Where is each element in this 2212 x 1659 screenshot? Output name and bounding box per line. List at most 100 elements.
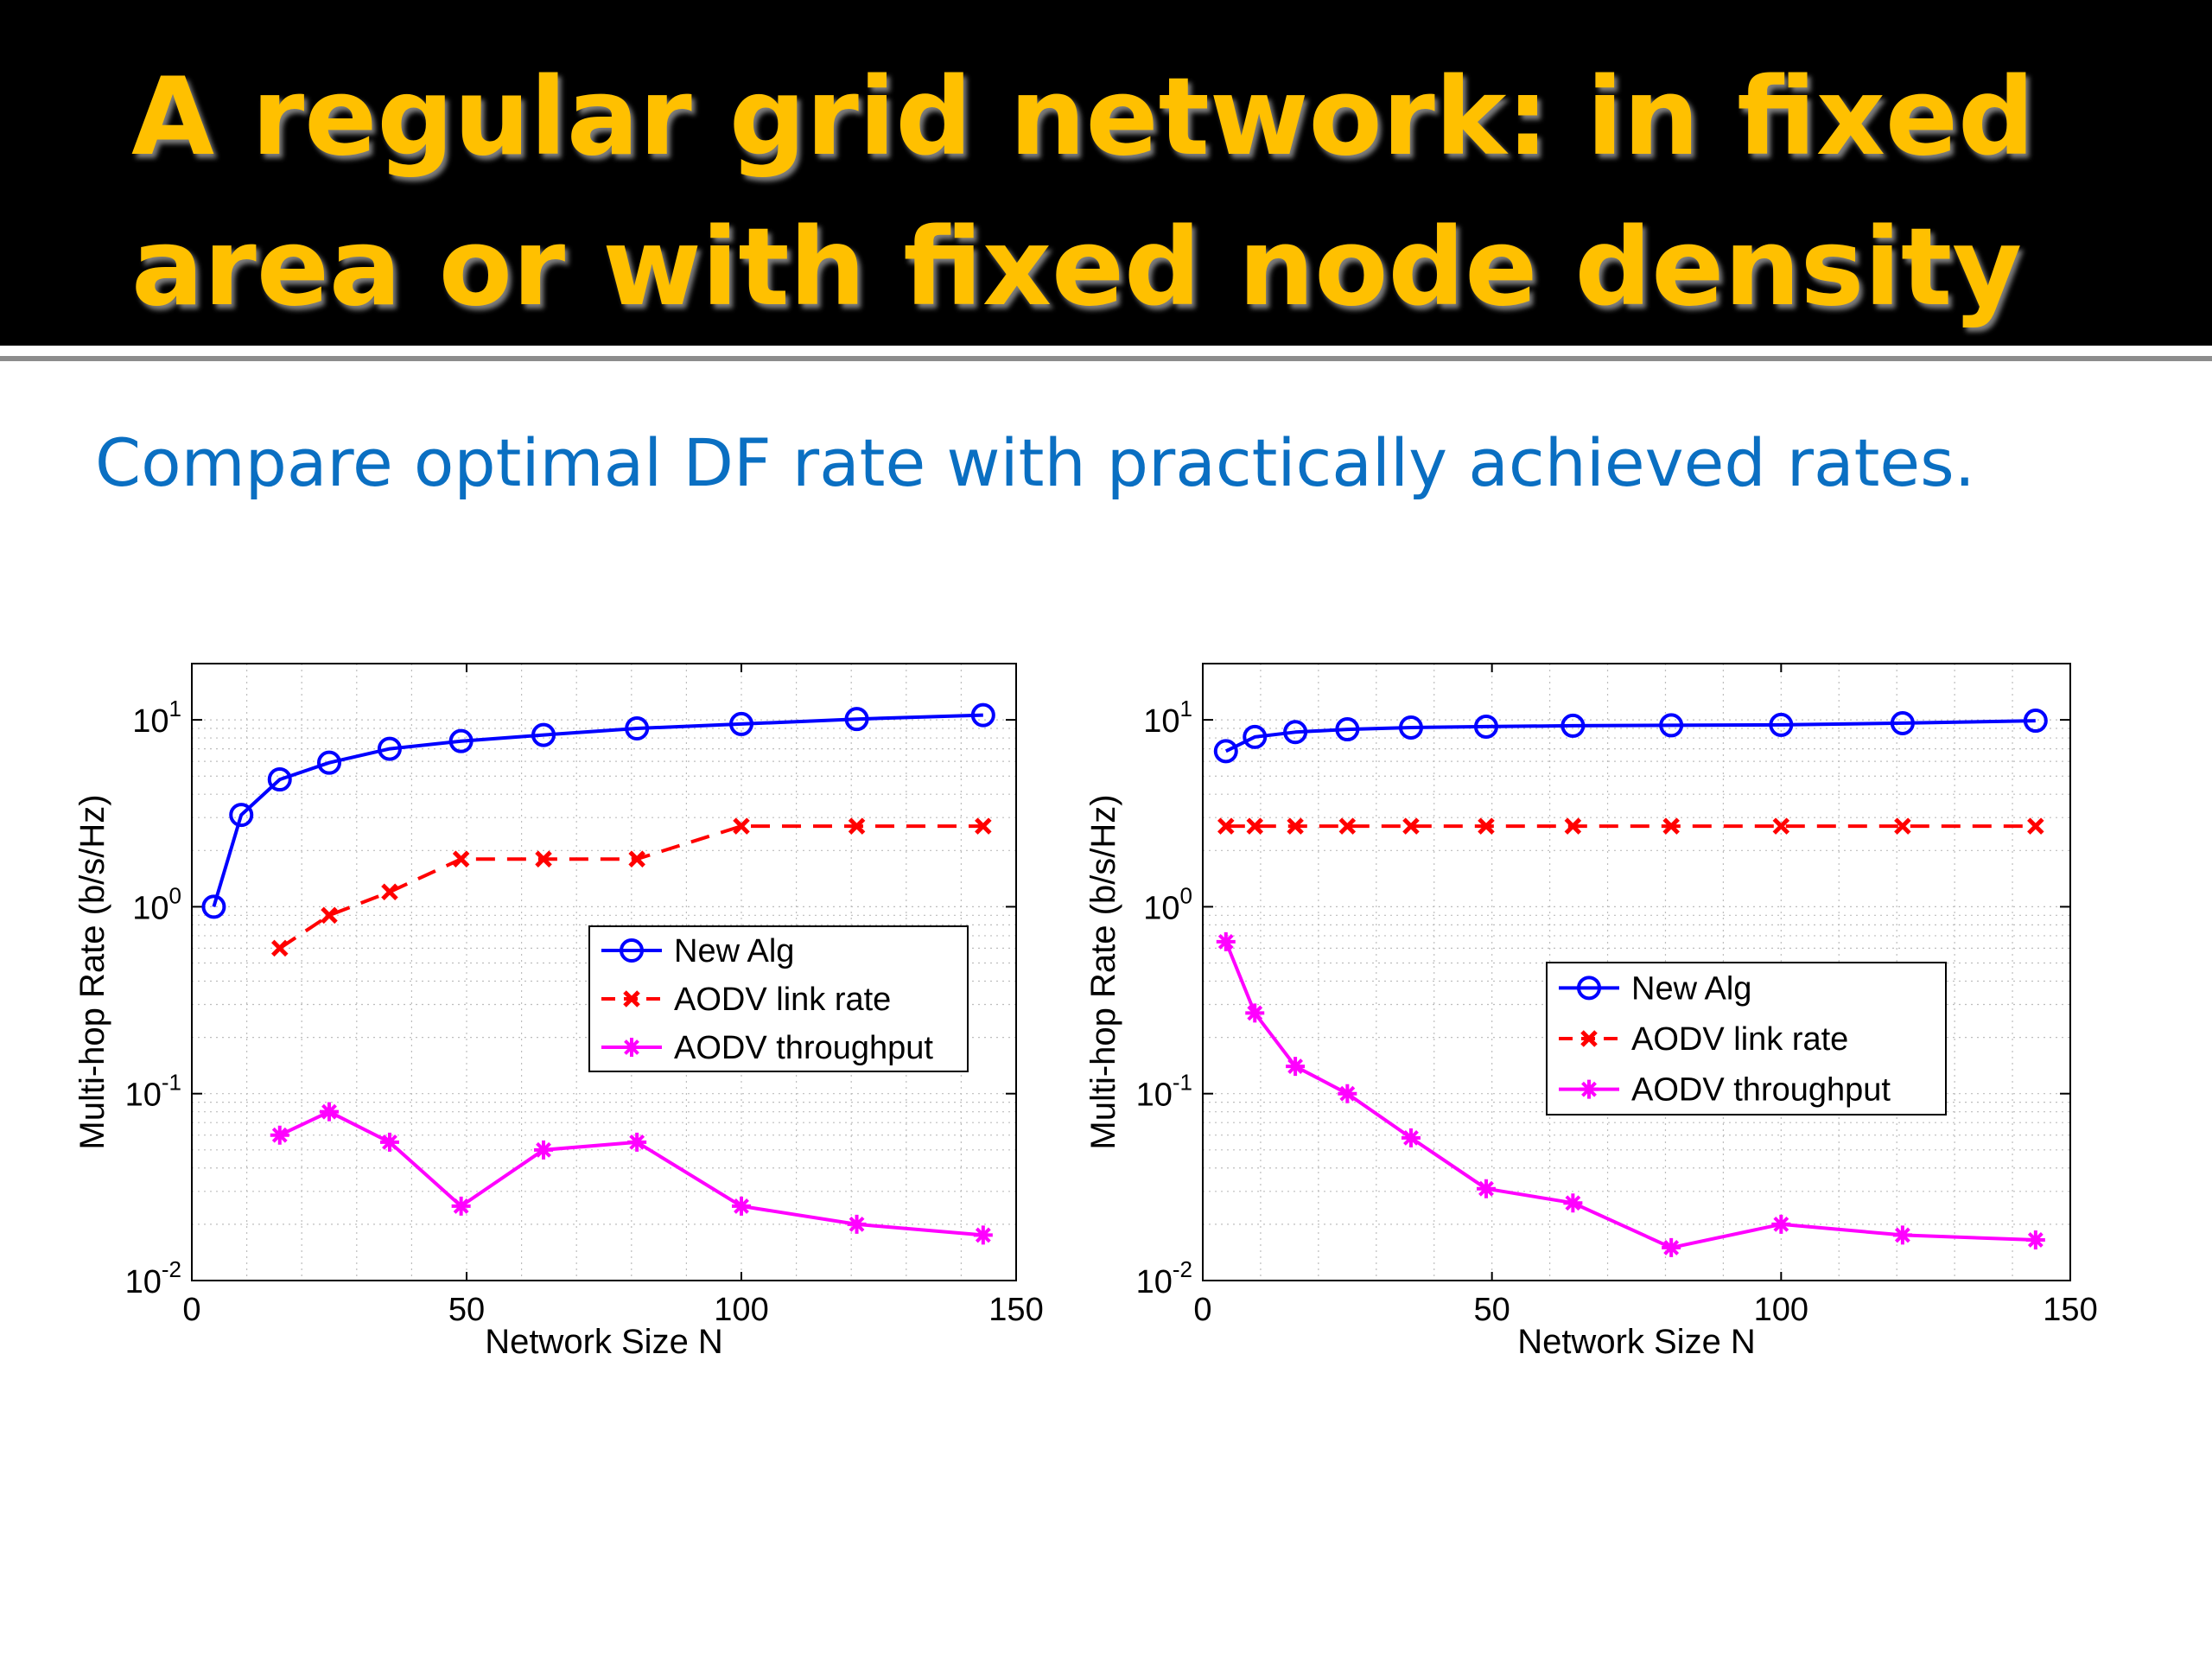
data-point <box>628 850 645 868</box>
data-point <box>1473 714 1498 739</box>
data-point <box>1769 712 1794 737</box>
data-point <box>1894 817 1911 835</box>
data-point <box>452 850 470 868</box>
title-bar: A regular grid network: in fixed area or… <box>0 0 2212 346</box>
data-point <box>1402 817 1420 835</box>
data-point <box>1216 931 1236 951</box>
data-point <box>2025 1230 2045 1249</box>
legend-label: AODV link rate <box>674 982 891 1018</box>
y-axis-label: Multi-hop Rate (b/s/Hz) <box>1084 794 1122 1149</box>
data-point <box>229 803 254 828</box>
data-point <box>451 1196 471 1216</box>
x-tick-label: 0 <box>1193 1292 1211 1328</box>
slide-title-line-1: A regular grid network: in fixed <box>131 55 2035 180</box>
series-aodv-link-rate <box>270 817 992 957</box>
title-divider-gray <box>0 356 2212 361</box>
data-point <box>2027 817 2044 835</box>
x-axis-label: Network Size N <box>485 1323 723 1361</box>
x-tick-label: 0 <box>182 1292 200 1328</box>
data-point <box>729 711 753 736</box>
series-new-alg <box>201 702 995 919</box>
data-point <box>1398 715 1423 740</box>
data-point <box>1659 713 1684 738</box>
data-point <box>448 728 474 753</box>
series-aodv-link-rate <box>1217 817 2044 835</box>
axes-frame <box>191 663 1017 1281</box>
data-point <box>1338 1084 1357 1103</box>
data-point <box>2023 709 2048 734</box>
series-line <box>212 713 983 907</box>
legend-swatch-marker <box>622 1038 641 1057</box>
data-point <box>1217 817 1235 835</box>
data-point <box>627 1132 647 1152</box>
legend-label: AODV throughput <box>674 1030 933 1066</box>
data-point <box>1890 710 1915 735</box>
data-point <box>733 817 750 835</box>
data-point <box>975 817 992 835</box>
series-new-alg <box>1213 709 2048 764</box>
legend: New Alg AODV link rate AODV throughput <box>1546 962 1947 1116</box>
data-point <box>848 817 866 835</box>
data-point <box>973 1225 993 1245</box>
data-point <box>1246 817 1264 835</box>
data-point <box>201 894 226 919</box>
axes-frame <box>1202 663 2071 1281</box>
data-point <box>1476 1179 1496 1198</box>
x-tick-label: 50 <box>448 1292 485 1328</box>
legend-label: AODV link rate <box>1631 1021 1848 1058</box>
data-point <box>1662 1237 1681 1257</box>
y-tick-label: 10-1 <box>1136 1070 1192 1114</box>
x-tick-label: 100 <box>1754 1292 1808 1328</box>
data-point <box>1478 817 1495 835</box>
series-aodv-throughput <box>1216 931 2045 1257</box>
legend-label: New Alg <box>1631 970 1751 1007</box>
chart-left: 0 50 100 150 10-2 10-1 100 101 Network Size N Mul… <box>73 663 1044 1361</box>
data-point <box>535 850 552 868</box>
x-tick-label: 150 <box>988 1292 1043 1328</box>
data-point <box>1338 817 1357 835</box>
data-point <box>1560 713 1586 738</box>
series-aodv-throughput <box>270 1102 993 1245</box>
y-tick-label: 100 <box>1143 882 1192 926</box>
data-point <box>377 736 402 761</box>
data-point <box>1213 739 1238 764</box>
data-point <box>1772 817 1790 835</box>
data-point <box>625 716 650 741</box>
legend-label: AODV throughput <box>1631 1072 1891 1109</box>
data-point <box>1245 1003 1265 1023</box>
data-point <box>1662 817 1680 835</box>
series-line <box>1224 719 2036 753</box>
legend-swatch-marker <box>1580 1079 1599 1099</box>
y-tick-label: 10-1 <box>125 1070 181 1114</box>
data-point <box>321 906 338 925</box>
y-tick-label: 10-2 <box>1136 1256 1192 1300</box>
y-tick-label: 101 <box>1143 696 1192 740</box>
data-point <box>1335 717 1360 742</box>
data-point <box>317 750 341 775</box>
y-tick-label: 100 <box>132 882 181 926</box>
legend-label: New Alg <box>674 933 794 969</box>
slide-title-line-2: area or with fixed node density <box>131 206 2023 330</box>
data-point <box>732 1196 751 1216</box>
title-divider-white <box>0 346 2212 354</box>
legend-swatch-marker <box>620 938 644 963</box>
x-tick-label: 100 <box>714 1292 768 1328</box>
chart-right: 0 50 100 150 10-2 10-1 100 101 Network Size N Mul… <box>1084 663 2098 1361</box>
legend-swatch-marker <box>623 990 640 1007</box>
data-point <box>1287 817 1304 835</box>
data-point <box>381 883 398 901</box>
legend: New Alg AODV link rate AODV throughput <box>588 925 969 1072</box>
data-point <box>379 1132 399 1152</box>
data-point <box>847 1214 867 1234</box>
data-point <box>1286 1057 1306 1077</box>
data-point <box>531 722 556 747</box>
data-point <box>270 939 289 957</box>
legend-swatch-marker <box>1577 976 1601 1001</box>
slide-subtitle: Compare optimal DF rate with practically… <box>95 424 1975 501</box>
legend-swatch-marker <box>1580 1030 1598 1047</box>
data-point <box>1243 724 1268 749</box>
y-tick-label: 101 <box>132 696 181 740</box>
data-point <box>270 1125 289 1145</box>
data-point <box>1401 1128 1421 1147</box>
data-point <box>267 767 292 792</box>
